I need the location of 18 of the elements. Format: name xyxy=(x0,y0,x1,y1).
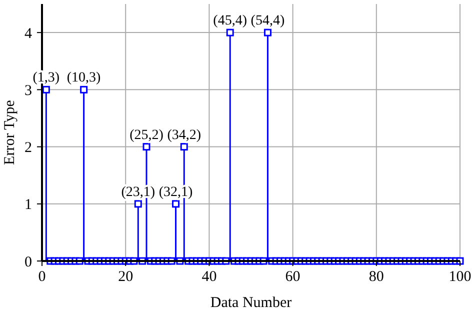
x-axis-title: Data Number xyxy=(210,295,292,311)
y-tick-label: 4 xyxy=(24,26,32,42)
x-tick-label: 20 xyxy=(118,269,134,285)
x-tick-label: 100 xyxy=(448,269,472,285)
x-tick-label: 40 xyxy=(202,269,217,285)
annotation: (25,2) xyxy=(130,128,164,143)
annotation: (10,3) xyxy=(66,70,102,86)
y-tick-label: 2 xyxy=(24,140,32,156)
y-tick-label: 0 xyxy=(24,254,32,270)
y-axis-title: Error Type xyxy=(2,100,18,165)
x-tick-label: 80 xyxy=(368,269,384,285)
x-tick-label: 0 xyxy=(38,269,46,285)
annotation: (54,4) xyxy=(250,14,285,29)
y-tick-label: 3 xyxy=(24,82,32,99)
x-tick-label: 60 xyxy=(285,269,300,285)
annotation: (34,2) xyxy=(167,128,202,143)
y-tick-label: 1 xyxy=(24,197,32,214)
annotation: (45,4) xyxy=(213,14,248,29)
